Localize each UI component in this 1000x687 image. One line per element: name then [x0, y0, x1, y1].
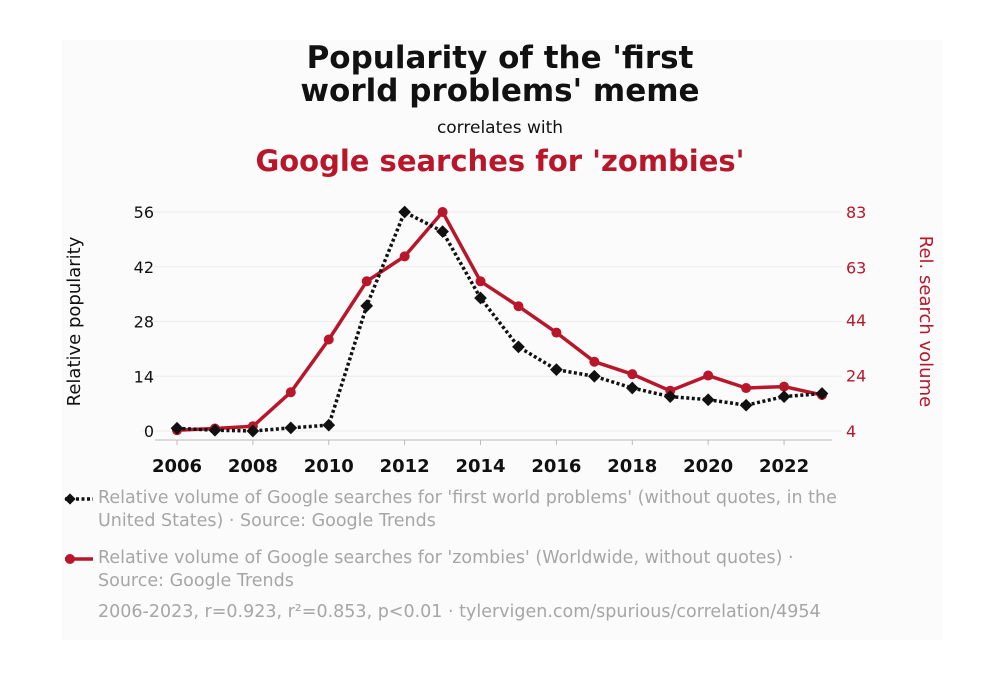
x-tick-label: 2012: [380, 456, 430, 477]
data-point-zombies: [437, 207, 448, 217]
data-point-zombies: [513, 301, 524, 312]
y-tick-label-right: 83: [846, 203, 866, 222]
data-point-meme: [701, 393, 715, 407]
data-point-zombies: [323, 334, 334, 345]
data-point-meme: [815, 387, 829, 400]
data-point-meme: [246, 424, 260, 438]
legend-item-meme: Relative volume of Google searches for '…: [62, 487, 962, 533]
x-tick-label: 2006: [152, 456, 202, 477]
chart-title-secondary: Google searches for 'zombies': [255, 144, 745, 178]
x-tick-label: 2020: [683, 456, 733, 477]
y-tick-label-left: 56: [134, 203, 154, 222]
y-tick-label-left: 28: [134, 313, 154, 332]
legend-label-zombies: Relative volume of Google searches for '…: [98, 548, 794, 591]
legend-item-zombies: Relative volume of Google searches for '…: [62, 547, 962, 593]
legend-label-meme: Relative volume of Google searches for '…: [98, 488, 837, 531]
footnote: 2006-2023, r=0.923, r²=0.853, p<0.01 · t…: [98, 602, 821, 622]
data-point-zombies: [703, 370, 714, 381]
data-point-meme: [777, 390, 791, 403]
legend-swatch-zombies: [65, 554, 93, 564]
data-point-meme: [284, 421, 298, 435]
y-axis-title-right: Rel. search volume: [915, 236, 936, 407]
data-point-zombies: [285, 387, 296, 398]
y-tick-label-left: 42: [134, 258, 154, 277]
data-point-meme: [625, 381, 639, 395]
y-tick-label-right: 4: [846, 422, 856, 441]
gridlines: [140, 211, 842, 432]
data-point-meme: [360, 299, 374, 313]
data-point-meme: [398, 205, 412, 219]
data-point-zombies: [475, 276, 486, 287]
data-point-meme: [512, 340, 525, 354]
legend: Relative volume of Google searches for '…: [62, 487, 962, 607]
y-tick-label-left: 0: [144, 422, 154, 441]
title-block: Popularity of the 'first world problems'…: [0, 40, 1000, 179]
x-tick-label: 2008: [228, 456, 278, 477]
x-tick-label: 2010: [304, 456, 354, 477]
y-tick-label-right: 63: [846, 258, 866, 277]
data-point-meme: [474, 291, 487, 305]
data-point-zombies: [779, 381, 790, 392]
x-tick-label: 2018: [607, 456, 657, 477]
series-line-zombies: [176, 210, 823, 432]
x-tick-label: 2014: [455, 456, 505, 477]
data-point-meme: [739, 398, 753, 412]
data-point-meme: [208, 423, 222, 437]
legend-swatch-meme: [64, 493, 93, 505]
axes: 0 14 28 42 56 4 24 44 63 83 2006 2008 2010 2012 2014 20…: [64, 203, 936, 477]
data-point-zombies: [361, 276, 372, 287]
data-point-zombies: [589, 356, 600, 367]
data-point-meme: [587, 369, 601, 383]
chart-title: Popularity of the 'first world problems'…: [300, 40, 700, 109]
y-tick-label-right: 24: [846, 367, 866, 386]
data-point-meme: [170, 421, 184, 435]
x-tick-label: 2022: [759, 456, 809, 477]
data-point-zombies: [627, 369, 638, 380]
data-point-meme: [436, 225, 449, 238]
y-axis-title-left: Relative popularity: [64, 236, 85, 406]
data-point-meme: [550, 363, 563, 376]
chart-background: [62, 40, 942, 640]
y-tick-label-left: 14: [134, 367, 154, 386]
data-point-zombies: [741, 383, 752, 394]
series-layer: [170, 205, 829, 438]
data-point-zombies: [551, 327, 562, 338]
y-tick-label-right: 44: [846, 311, 866, 330]
data-point-zombies: [399, 251, 410, 262]
data-point-meme: [322, 418, 336, 432]
chart-subtitle: correlates with: [436, 118, 564, 138]
series-line-meme: [176, 210, 823, 433]
x-tick-label: 2016: [531, 456, 581, 477]
